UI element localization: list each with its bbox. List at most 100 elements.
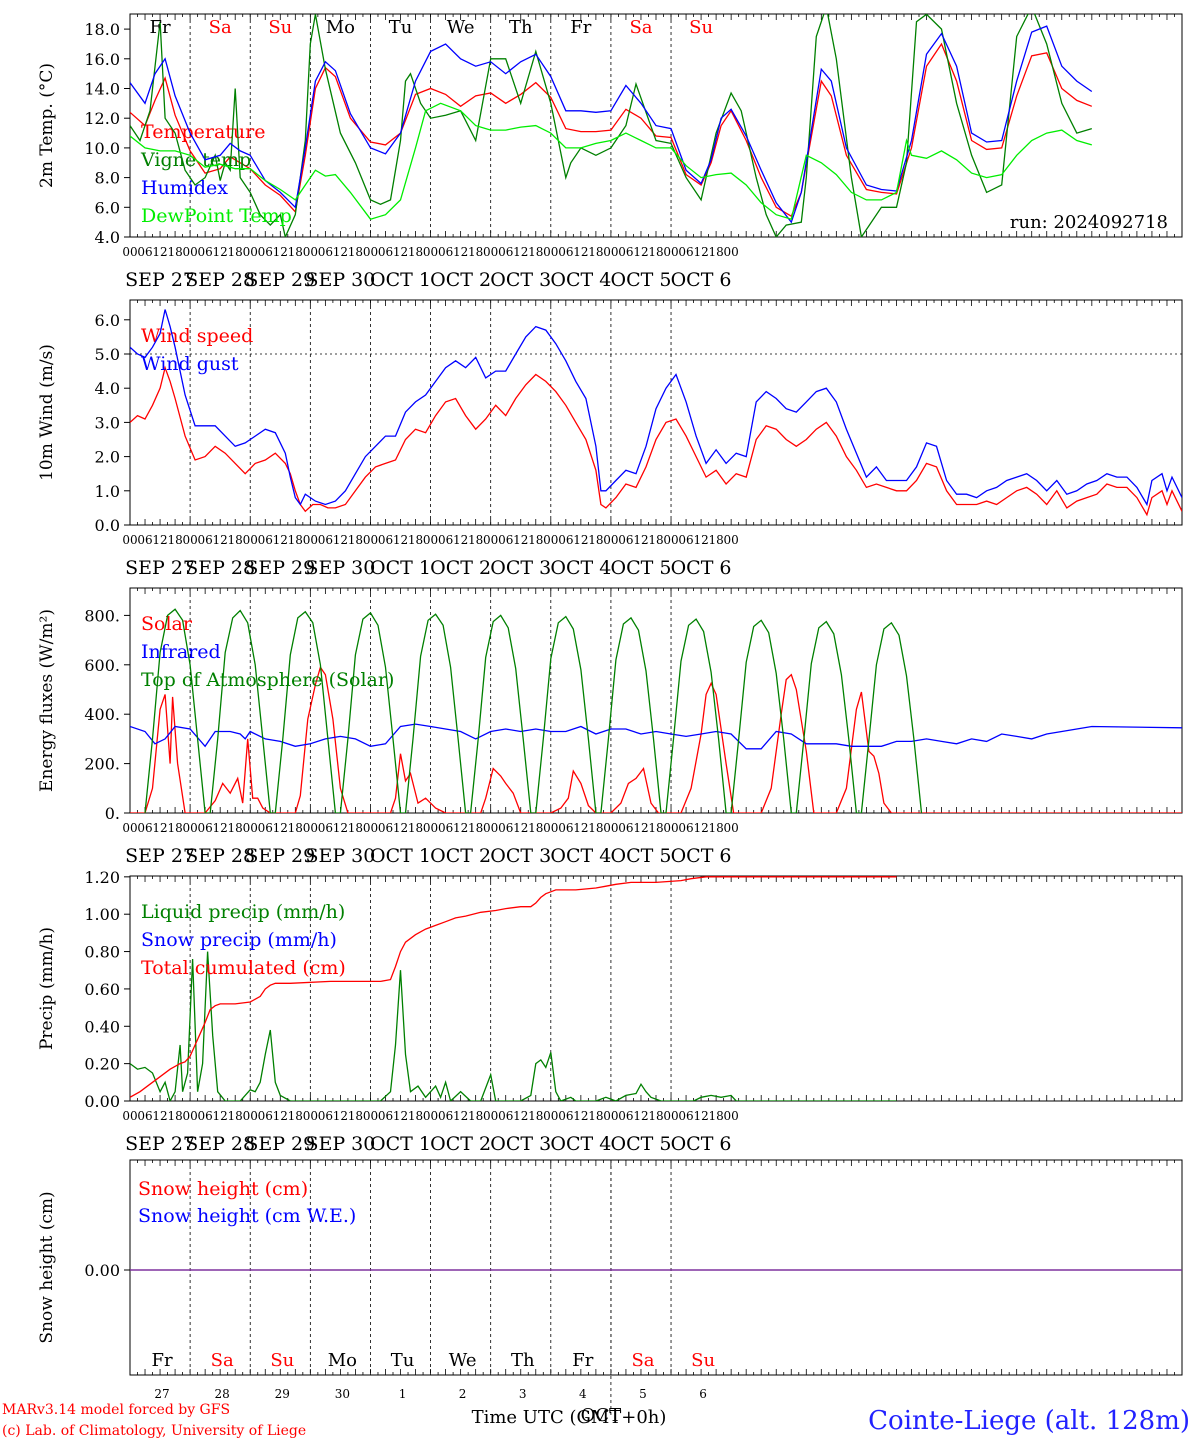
hour-label: 06 xyxy=(137,533,152,547)
hour-label: 18 xyxy=(228,533,243,547)
y-tick-label: 2.0 xyxy=(95,448,120,467)
weekday-label: Th xyxy=(511,1350,535,1371)
hour-label: 00 xyxy=(724,533,739,547)
hour-label: 12 xyxy=(213,245,228,259)
date-label: OCT 1 xyxy=(370,1133,431,1155)
day-number: 1 xyxy=(399,1387,407,1401)
legend-entry: Wind speed xyxy=(141,325,253,347)
y-tick-label: 3.0 xyxy=(95,413,120,432)
hour-label: 18 xyxy=(348,1109,363,1123)
hour-label: 00 xyxy=(182,821,197,835)
series-line-wind-gust xyxy=(130,309,1182,507)
weekday-label: Mo xyxy=(326,17,355,38)
date-label: SEP 29 xyxy=(245,557,315,579)
y-tick-label: 400. xyxy=(84,705,120,724)
hour-label: 00 xyxy=(603,533,618,547)
day-number: 4 xyxy=(579,1387,587,1401)
plot-frame xyxy=(129,299,1183,526)
date-label: OCT 2 xyxy=(430,1133,491,1155)
hour-label: 00 xyxy=(363,1109,378,1123)
weekday-label: Su xyxy=(689,17,713,38)
hour-label: 06 xyxy=(198,821,213,835)
y-tick-label: 18.0 xyxy=(84,20,120,39)
weekday-label: We xyxy=(449,1350,477,1371)
hour-label: 12 xyxy=(152,821,167,835)
hour-label: 00 xyxy=(182,533,197,547)
date-label: SEP 30 xyxy=(305,845,375,867)
y-tick-label: 8.0 xyxy=(95,169,120,188)
y-tick-label: 5.0 xyxy=(95,345,120,364)
hour-label: 12 xyxy=(693,1109,708,1123)
chart-panel-1: 4.0 6.0 8.0 10.0 12.0 14.0 16.0 18.0 2m Temp. (°… xyxy=(37,13,1183,291)
hour-label: 12 xyxy=(393,245,408,259)
hour-label: 18 xyxy=(468,821,483,835)
legend-entry: Snow precip (mm/h) xyxy=(141,929,337,951)
day-number: 27 xyxy=(154,1387,169,1401)
date-label: SEP 28 xyxy=(185,557,255,579)
hour-label: 00 xyxy=(363,533,378,547)
date-label: OCT 1 xyxy=(370,557,431,579)
series-line-dewpoint-temp xyxy=(130,102,1092,221)
hour-label: 12 xyxy=(152,533,167,547)
hour-label: 06 xyxy=(137,245,152,259)
hour-label: 18 xyxy=(408,1109,423,1123)
weekday-label: Fr xyxy=(150,17,171,38)
hour-label: 00 xyxy=(182,1109,197,1123)
y-tick-label: 10.0 xyxy=(84,139,120,158)
y-tick-label: 0.00 xyxy=(84,1261,120,1280)
hour-label: 12 xyxy=(513,245,528,259)
y-tick-label: 200. xyxy=(84,755,120,774)
hour-label: 12 xyxy=(333,1109,348,1123)
weekday-label: Sa xyxy=(631,1350,654,1371)
hour-label: 18 xyxy=(708,821,723,835)
hour-label: 12 xyxy=(633,821,648,835)
weekday-label: Sa xyxy=(629,17,652,38)
date-label: SEP 27 xyxy=(125,845,195,867)
series-line-top-of-atmosphere-solar- xyxy=(144,608,923,813)
hour-label: 06 xyxy=(618,821,633,835)
y-tick-label: 6.0 xyxy=(95,311,120,330)
hour-label: 12 xyxy=(152,245,167,259)
hour-label: 18 xyxy=(167,533,182,547)
date-label: OCT 2 xyxy=(430,269,491,291)
date-label: OCT 4 xyxy=(550,269,611,291)
hour-label: 00 xyxy=(543,245,558,259)
day-number: 28 xyxy=(215,1387,230,1401)
hour-label: 12 xyxy=(273,245,288,259)
hour-label: 00 xyxy=(724,821,739,835)
hour-label: 18 xyxy=(468,533,483,547)
hour-label: 06 xyxy=(438,245,453,259)
hour-label: 00 xyxy=(423,1109,438,1123)
hour-label: 12 xyxy=(453,821,468,835)
hour-label: 12 xyxy=(573,821,588,835)
y-axis-label: Energy fluxes (W/m²) xyxy=(37,609,57,792)
day-number: 2 xyxy=(459,1387,467,1401)
hour-label: 06 xyxy=(678,1109,693,1123)
day-number: 29 xyxy=(275,1387,290,1401)
weekday-label: Th xyxy=(509,17,533,38)
date-label: OCT 3 xyxy=(490,269,551,291)
legend-entry: Infrared xyxy=(141,641,221,663)
hour-label: 00 xyxy=(663,821,678,835)
hour-label: 12 xyxy=(213,1109,228,1123)
legend-entry: Temperature xyxy=(141,121,265,143)
y-tick-label: 1.00 xyxy=(84,905,120,924)
date-label: SEP 28 xyxy=(185,1133,255,1155)
hour-label: 06 xyxy=(378,1109,393,1123)
hour-label: 12 xyxy=(273,821,288,835)
run-annotation: run: 2024092718 xyxy=(1010,212,1168,233)
weekday-label: Mo xyxy=(328,1350,357,1371)
weekday-label: Fr xyxy=(570,17,591,38)
hour-label: 00 xyxy=(543,821,558,835)
hour-label: 18 xyxy=(228,821,243,835)
plot-frame xyxy=(129,587,1183,814)
weekday-label: Tu xyxy=(391,1350,415,1371)
hour-label: 06 xyxy=(258,533,273,547)
hour-label: 12 xyxy=(693,821,708,835)
hour-label: 06 xyxy=(318,1109,333,1123)
y-tick-label: 0.60 xyxy=(84,980,120,999)
hour-label: 18 xyxy=(588,245,603,259)
hour-label: 18 xyxy=(528,821,543,835)
day-number: 5 xyxy=(639,1387,647,1401)
hour-label: 18 xyxy=(528,245,543,259)
